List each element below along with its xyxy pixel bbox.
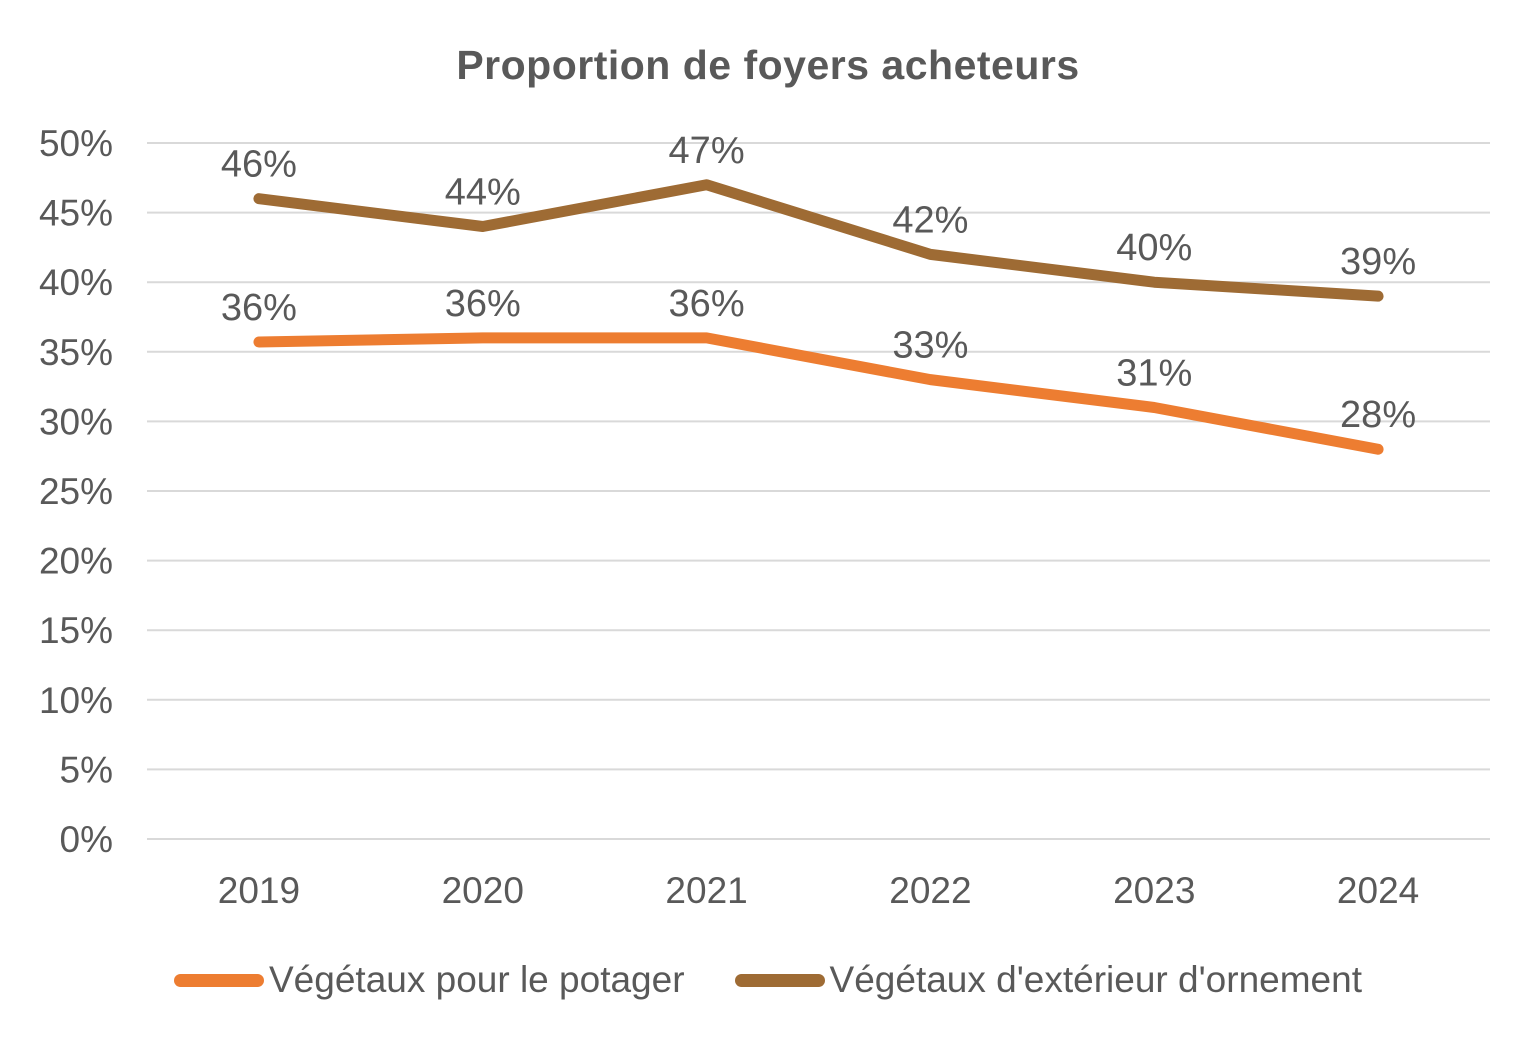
series-line-1 bbox=[253, 179, 1384, 302]
legend-swatch-potager-icon bbox=[174, 973, 264, 987]
data-label-series-1: 40% bbox=[1116, 227, 1192, 269]
data-label-series-1: 39% bbox=[1340, 241, 1416, 283]
y-axis-tick-label: 0% bbox=[60, 819, 113, 860]
x-axis-tick-label: 2022 bbox=[889, 870, 971, 911]
x-axis-tick-label: 2024 bbox=[1337, 870, 1419, 911]
plot-area: 0% 5% 10% 15% 20% 25% 30% 35% 40% 45% 50% 2019 2020 2… bbox=[39, 123, 1490, 911]
y-axis-tick-label: 30% bbox=[39, 401, 113, 442]
series-line-0 bbox=[253, 332, 1384, 455]
legend-label-ornement: Végétaux d'extérieur d'ornement bbox=[829, 959, 1362, 1000]
legend: Végétaux pour le potager Végétaux d'exté… bbox=[0, 958, 1536, 1002]
y-axis-tick-label: 50% bbox=[39, 123, 113, 164]
data-label-series-0: 36% bbox=[669, 283, 745, 325]
y-axis-tick-label: 5% bbox=[60, 749, 113, 790]
data-label-series-1: 44% bbox=[445, 172, 521, 214]
y-axis-tick-label: 15% bbox=[39, 610, 113, 651]
data-label-series-1: 42% bbox=[892, 199, 968, 241]
y-axis-tick-label: 25% bbox=[39, 471, 113, 512]
y-axis-tick-label: 45% bbox=[39, 193, 113, 234]
data-label-series-0: 28% bbox=[1340, 394, 1416, 436]
y-axis-tick-label: 10% bbox=[39, 680, 113, 721]
y-axis-tick-label: 40% bbox=[39, 262, 113, 303]
y-axis-tick-label: 35% bbox=[39, 332, 113, 373]
data-label-series-0: 36% bbox=[445, 283, 521, 325]
data-label-series-0: 31% bbox=[1116, 352, 1192, 394]
chart-title: Proportion de foyers acheteurs bbox=[456, 42, 1080, 88]
legend-item-potager: Végétaux pour le potager bbox=[174, 958, 685, 1002]
data-label-series-1: 46% bbox=[221, 144, 297, 186]
x-axis-tick-label: 2020 bbox=[442, 870, 524, 911]
data-label-series-0: 36% bbox=[221, 287, 297, 329]
x-axis-tick-label: 2021 bbox=[665, 870, 747, 911]
data-label-series-0: 33% bbox=[892, 325, 968, 367]
x-axis-tick-label: 2023 bbox=[1113, 870, 1195, 911]
legend-swatch-ornement-icon bbox=[734, 973, 825, 987]
x-axis-tick-label: 2019 bbox=[218, 870, 300, 911]
data-label-series-1: 47% bbox=[669, 130, 745, 172]
legend-label-potager: Végétaux pour le potager bbox=[269, 959, 685, 1000]
legend-item-ornement: Végétaux d'extérieur d'ornement bbox=[734, 958, 1362, 1002]
y-axis-tick-label: 20% bbox=[39, 541, 113, 582]
